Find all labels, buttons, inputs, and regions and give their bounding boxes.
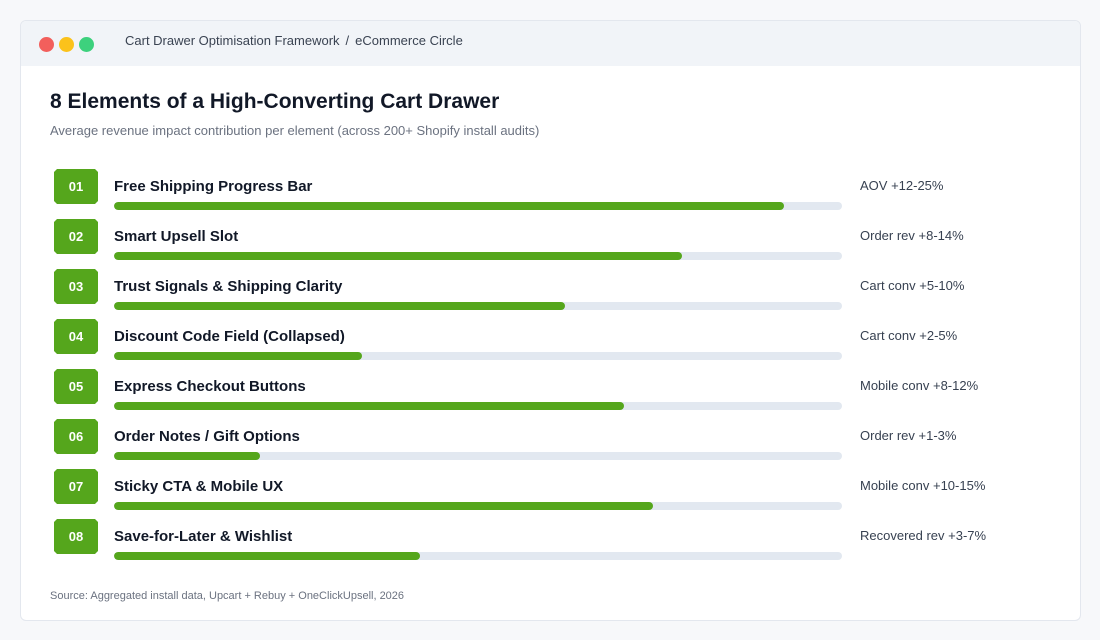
minimize-window-button[interactable] <box>59 37 74 52</box>
impact-bar-fill <box>114 202 784 210</box>
impact-bar-fill <box>114 452 260 460</box>
impact-text: Order rev +8-14% <box>860 228 964 243</box>
element-name: Save-for-Later & Wishlist <box>114 528 293 545</box>
breadcrumb: Cart Drawer Optimisation Framework / eComm… <box>125 33 463 48</box>
element-number-badge: 03 <box>54 269 98 304</box>
impact-text: Recovered rev +3-7% <box>860 528 987 543</box>
list-item: 08 Save-for-Later & Wishlist Recovered rev… <box>21 517 1080 567</box>
impact-bar-fill <box>114 252 682 260</box>
breadcrumb-separator: / <box>345 33 350 48</box>
impact-bar-fill <box>114 302 566 310</box>
list-item: 06 Order Notes / Gift Options Order rev +1… <box>21 417 1080 467</box>
impact-bar-track <box>114 552 842 560</box>
impact-bar-track <box>114 302 842 310</box>
impact-bar-track <box>114 402 842 410</box>
list-item: 05 Express Checkout Buttons Mobile conv +8… <box>21 367 1080 417</box>
element-name: Discount Code Field (Collapsed) <box>114 328 345 345</box>
element-name: Smart Upsell Slot <box>114 228 239 245</box>
impact-bar-fill <box>114 502 653 510</box>
element-number-badge: 02 <box>54 219 98 254</box>
element-name: Free Shipping Progress Bar <box>114 178 313 195</box>
impact-text: Cart conv +2-5% <box>860 328 958 343</box>
impact-bar-fill <box>114 352 362 360</box>
close-window-button[interactable] <box>39 37 54 52</box>
element-name: Trust Signals & Shipping Clarity <box>114 278 343 295</box>
list-item: 03 Trust Signals & Shipping Clarity Cart c… <box>21 267 1080 317</box>
title-bar: Cart Drawer Optimisation Framework / eComm… <box>21 21 1080 66</box>
breadcrumb-item: Cart Drawer Optimisation Framework <box>125 33 340 48</box>
impact-bar-track <box>114 352 842 360</box>
impact-bar-track <box>114 452 842 460</box>
impact-bar-track <box>114 502 842 510</box>
element-name: Sticky CTA & Mobile UX <box>114 478 284 495</box>
element-number-badge: 05 <box>54 369 98 404</box>
source-note: Source: Aggregated install data, Upcart … <box>50 590 405 602</box>
breadcrumb-item: eCommerce Circle <box>355 33 463 48</box>
impact-bar-track <box>114 252 842 260</box>
element-number-badge: 07 <box>54 469 98 504</box>
app-window: Cart Drawer Optimisation Framework / eComm… <box>20 20 1081 621</box>
maximize-window-button[interactable] <box>79 37 94 52</box>
impact-text: Order rev +1-3% <box>860 428 957 443</box>
list-item: 02 Smart Upsell Slot Order rev +8-14% <box>21 217 1080 267</box>
impact-bar-fill <box>114 402 624 410</box>
impact-bar-fill <box>114 552 420 560</box>
element-number-badge: 01 <box>54 169 98 204</box>
element-name: Order Notes / Gift Options <box>114 428 300 445</box>
element-name: Express Checkout Buttons <box>114 378 306 395</box>
list-item: 01 Free Shipping Progress Bar AOV +12-25% <box>21 167 1080 217</box>
impact-bar-track <box>114 202 842 210</box>
element-number-badge: 04 <box>54 319 98 354</box>
element-number-badge: 08 <box>54 519 98 554</box>
impact-text: Mobile conv +8-12% <box>860 378 979 393</box>
page-subtitle: Average revenue impact contribution per … <box>50 123 540 138</box>
element-number-badge: 06 <box>54 419 98 454</box>
impact-text: Cart conv +5-10% <box>860 278 965 293</box>
list-item: 04 Discount Code Field (Collapsed) Cart co… <box>21 317 1080 367</box>
impact-text: AOV +12-25% <box>860 178 944 193</box>
list-item: 07 Sticky CTA & Mobile UX Mobile conv +10-… <box>21 467 1080 517</box>
impact-text: Mobile conv +10-15% <box>860 478 986 493</box>
page-title: 8 Elements of a High-Converting Cart Dra… <box>50 90 500 113</box>
